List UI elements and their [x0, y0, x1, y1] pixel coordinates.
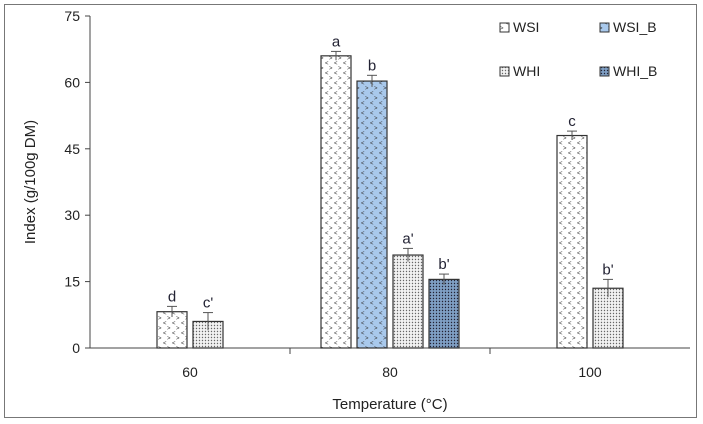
legend-swatch-whi_b: [599, 66, 610, 77]
bar-whi-80: [392, 254, 424, 349]
x-tick-label: 80: [382, 364, 398, 380]
significance-label: d: [168, 288, 176, 305]
bar-wsi-100: [556, 134, 588, 349]
significance-label: c': [203, 295, 214, 312]
legend-label-whi_b: WHI_B: [613, 63, 657, 79]
significance-label: a: [332, 33, 341, 50]
y-tick-label: 0: [72, 340, 80, 356]
legend-label-whi: WHI: [513, 63, 540, 79]
bar-whi_b-80: [428, 278, 460, 349]
bar-wsi-80: [320, 55, 352, 349]
x-axis-title: Temperature (°C): [332, 396, 448, 413]
chart-frame: [4, 4, 697, 418]
significance-label: b: [368, 57, 376, 74]
y-tick-label: 30: [64, 207, 80, 223]
x-tick-label: 100: [578, 364, 602, 380]
legend-swatch-wsi_b: [599, 22, 610, 33]
legend-label-wsi_b: WSI_B: [613, 19, 657, 35]
y-axis-title: Index (g/100g DM): [22, 120, 39, 244]
legend-label-wsi: WSI: [513, 19, 539, 35]
x-tick-label: 60: [182, 364, 198, 380]
bar-whi-100: [592, 287, 624, 349]
y-tick-label: 15: [64, 274, 80, 290]
y-tick-label: 45: [64, 141, 80, 157]
significance-label: b': [438, 256, 449, 273]
bar-wsi-60: [156, 311, 188, 349]
legend-swatch-whi: [499, 66, 510, 77]
legend-swatch-wsi: [499, 22, 510, 33]
significance-label: a': [402, 230, 413, 247]
y-tick-label: 60: [64, 74, 80, 90]
bar-wsi_b-80: [356, 80, 388, 349]
significance-label: b': [602, 261, 613, 278]
significance-label: c: [568, 113, 576, 130]
y-tick-label: 75: [64, 8, 80, 24]
